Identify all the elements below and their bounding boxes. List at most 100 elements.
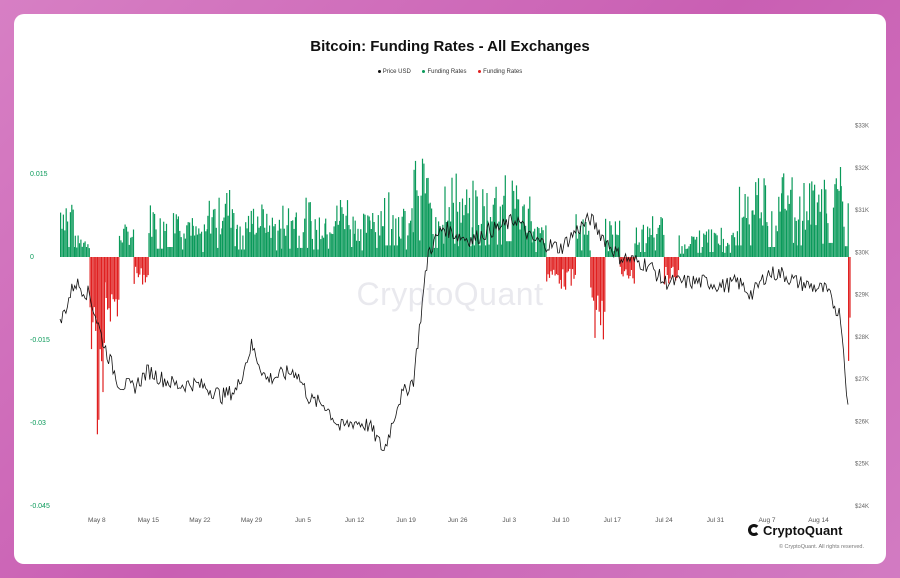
funding-bar bbox=[118, 224, 135, 257]
right-tick-label: $27K bbox=[855, 377, 869, 383]
legend-item-funding-positive[interactable]: Funding Rates bbox=[422, 69, 467, 75]
funding-bar bbox=[663, 257, 680, 285]
funding-bar bbox=[848, 257, 851, 361]
right-axis-ticks: $24K $25K $26K $27K $28K $29K $30K $31K $32K $33K bbox=[855, 124, 869, 510]
legend-item-price[interactable]: Price USD bbox=[377, 69, 411, 75]
funding-bar bbox=[457, 189, 473, 257]
right-tick-label: $28K bbox=[855, 335, 869, 341]
funding-bar bbox=[796, 183, 812, 257]
funding-bar bbox=[222, 190, 238, 257]
funding-bar bbox=[693, 230, 709, 257]
right-tick-label: $24K bbox=[855, 504, 869, 510]
funding-bar bbox=[148, 205, 164, 257]
funding-bar bbox=[354, 213, 370, 257]
brand-logo: CryptoQuant bbox=[748, 523, 842, 538]
right-tick-label: $33K bbox=[855, 124, 869, 130]
legend-dot-price bbox=[377, 69, 381, 73]
price-line bbox=[59, 212, 849, 452]
funding-bar bbox=[752, 178, 768, 257]
funding-bar bbox=[649, 216, 665, 257]
funding-bar bbox=[133, 257, 149, 285]
funding-bar bbox=[325, 205, 341, 257]
funding-bar bbox=[163, 213, 179, 257]
right-tick-label: $32K bbox=[855, 166, 869, 172]
funding-bar bbox=[531, 225, 547, 257]
x-tick-label: Jul 24 bbox=[655, 517, 673, 524]
funding-bar bbox=[295, 197, 311, 257]
funding-bar bbox=[104, 257, 120, 322]
right-tick-label: $25K bbox=[855, 462, 869, 468]
legend-dot-funding-positive bbox=[422, 69, 426, 73]
legend-item-funding-negative[interactable]: Funding Rates bbox=[478, 69, 522, 75]
funding-bar bbox=[369, 211, 385, 257]
funding-bar bbox=[472, 180, 488, 257]
funding-bar bbox=[781, 173, 797, 257]
funding-bar bbox=[74, 235, 90, 257]
left-tick-label: 0.015 bbox=[30, 171, 48, 178]
left-axis-ticks: 0.015 0 -0.015 -0.03 -0.045 bbox=[30, 171, 50, 510]
funding-bar bbox=[634, 224, 650, 257]
funding-bar bbox=[605, 218, 621, 257]
x-tick-label: Aug 7 bbox=[759, 517, 776, 524]
funding-bar bbox=[413, 158, 429, 257]
legend-label-price: Price USD bbox=[382, 69, 411, 75]
price-line-group bbox=[59, 212, 849, 452]
funding-bar bbox=[60, 204, 76, 257]
x-tick-label: Jun 26 bbox=[448, 517, 468, 524]
funding-bar bbox=[575, 214, 591, 257]
legend-label-funding-positive: Funding Rates bbox=[427, 69, 467, 75]
x-tick-label: Jun 19 bbox=[396, 517, 416, 524]
x-axis-ticks: May 8 May 15 May 22 May 29 Jun 5 Jun 12 Jun 19… bbox=[88, 517, 829, 524]
x-tick-label: Jul 31 bbox=[707, 517, 725, 524]
right-tick-label: $26K bbox=[855, 420, 869, 426]
copyright-text: © CryptoQuant. All rights reserved. bbox=[778, 544, 864, 550]
watermark: CryptoQuant bbox=[356, 276, 544, 312]
x-tick-label: May 29 bbox=[241, 517, 263, 524]
funding-bar bbox=[236, 210, 252, 257]
chart-title: Bitcoin: Funding Rates - All Exchanges bbox=[310, 38, 590, 55]
right-tick-label: $30K bbox=[855, 251, 869, 257]
left-tick-label: -0.045 bbox=[30, 503, 50, 510]
x-tick-label: Jul 17 bbox=[604, 517, 622, 524]
funding-bar bbox=[384, 192, 400, 257]
funding-bar bbox=[590, 257, 606, 340]
x-tick-label: May 8 bbox=[88, 517, 106, 524]
brand-logo-icon bbox=[748, 524, 760, 536]
x-tick-label: Jul 10 bbox=[552, 517, 570, 524]
funding-bar bbox=[501, 175, 518, 257]
funding-bar bbox=[560, 257, 576, 290]
funding-bar bbox=[310, 217, 326, 257]
funding-bar bbox=[398, 208, 414, 257]
funding-bar bbox=[207, 197, 223, 257]
brand-name: CryptoQuant bbox=[763, 523, 843, 538]
left-tick-label: 0 bbox=[30, 254, 34, 261]
funding-bar bbox=[619, 257, 635, 284]
funding-bar bbox=[266, 213, 282, 257]
funding-bar bbox=[177, 216, 193, 257]
x-tick-label: May 22 bbox=[189, 517, 211, 524]
funding-bar bbox=[678, 235, 694, 257]
legend-label-funding-negative: Funding Rates bbox=[483, 69, 523, 75]
funding-bar bbox=[708, 227, 724, 257]
funding-bar bbox=[811, 179, 827, 257]
left-tick-label: -0.015 bbox=[30, 337, 50, 344]
left-tick-label: -0.03 bbox=[30, 420, 46, 427]
x-tick-label: Aug 14 bbox=[808, 517, 829, 524]
right-tick-label: $31K bbox=[855, 208, 869, 214]
chart-legend[interactable]: Price USD Funding Rates Funding Rates bbox=[14, 69, 886, 75]
funding-bar bbox=[767, 193, 783, 257]
funding-bar bbox=[443, 173, 459, 257]
x-tick-label: Jun 12 bbox=[345, 517, 365, 524]
funding-bar bbox=[96, 257, 105, 435]
chart-svg: 0.015 0 -0.015 -0.03 -0.045 $24K $25K $26K $27K… bbox=[30, 124, 869, 524]
x-tick-label: May 15 bbox=[138, 517, 160, 524]
funding-bar bbox=[251, 204, 267, 257]
funding-bar bbox=[546, 257, 562, 284]
chart-card: 0.015 0 -0.015 -0.03 -0.045 $24K $25K $26K $27K… bbox=[14, 14, 886, 564]
funding-bar bbox=[825, 167, 842, 257]
x-tick-label: Jun 5 bbox=[295, 517, 311, 524]
funding-bar bbox=[737, 186, 753, 257]
funding-bar bbox=[339, 200, 356, 257]
x-tick-label: Jul 3 bbox=[502, 517, 516, 524]
funding-bar bbox=[840, 186, 849, 257]
